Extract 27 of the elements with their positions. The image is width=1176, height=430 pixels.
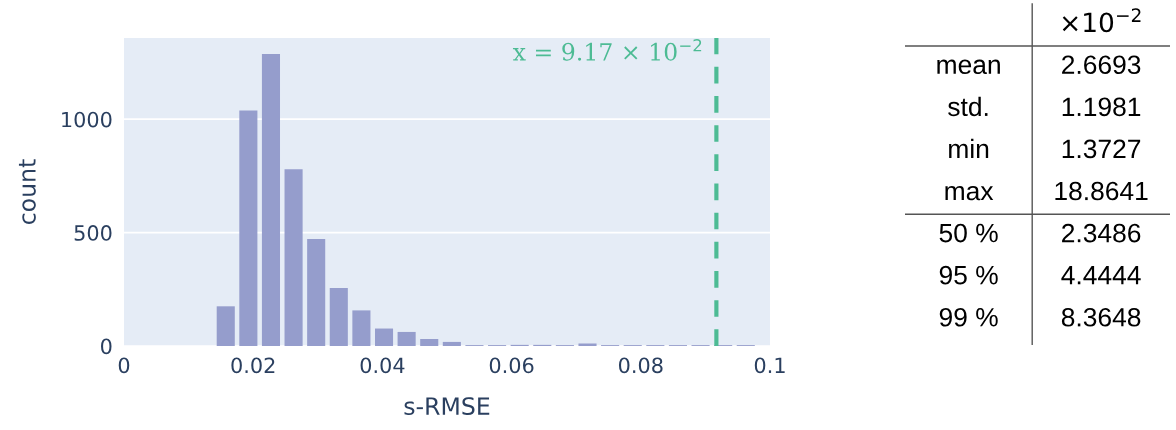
category-label: min <box>949 138 989 158</box>
x-tick-label: 0.02 <box>231 357 275 374</box>
category-label: max <box>945 185 994 201</box>
text: ×10$^{−2}$ <box>1062 8 1141 33</box>
ref-line-label: x = 9.17 × 10$^{−2}$ <box>512 39 702 61</box>
text: 1.3727 <box>1062 139 1141 159</box>
category-label: mean <box>937 59 1000 75</box>
text: 8.3648 <box>1061 307 1141 327</box>
text: 18.8641 <box>1055 181 1148 201</box>
x-tick-label: 0.04 <box>360 357 405 374</box>
y-axis-title: count <box>18 159 36 224</box>
x-tick-label: 0.1 <box>754 357 785 374</box>
x-axis-title: s-RMSE <box>404 397 490 415</box>
x-tick-label: 0.06 <box>489 357 534 374</box>
text: 2.3486 <box>1062 223 1141 243</box>
category-label: std. <box>948 96 988 117</box>
text: 4.4444 <box>1061 266 1141 285</box>
category-label: 99 % <box>939 307 998 327</box>
text: 2.6693 <box>1062 55 1141 75</box>
x-tick-label: 0.08 <box>618 357 663 374</box>
y-tick-label: 500 <box>74 225 112 241</box>
category-label: 95 % <box>939 265 998 285</box>
y-tick-label: 0 <box>101 338 112 355</box>
y-tick-label: 1000 <box>62 111 112 128</box>
x-tick-label: 0 <box>118 357 130 374</box>
text: 1.1981 <box>1062 97 1141 117</box>
category-label: 50 % <box>939 223 998 243</box>
